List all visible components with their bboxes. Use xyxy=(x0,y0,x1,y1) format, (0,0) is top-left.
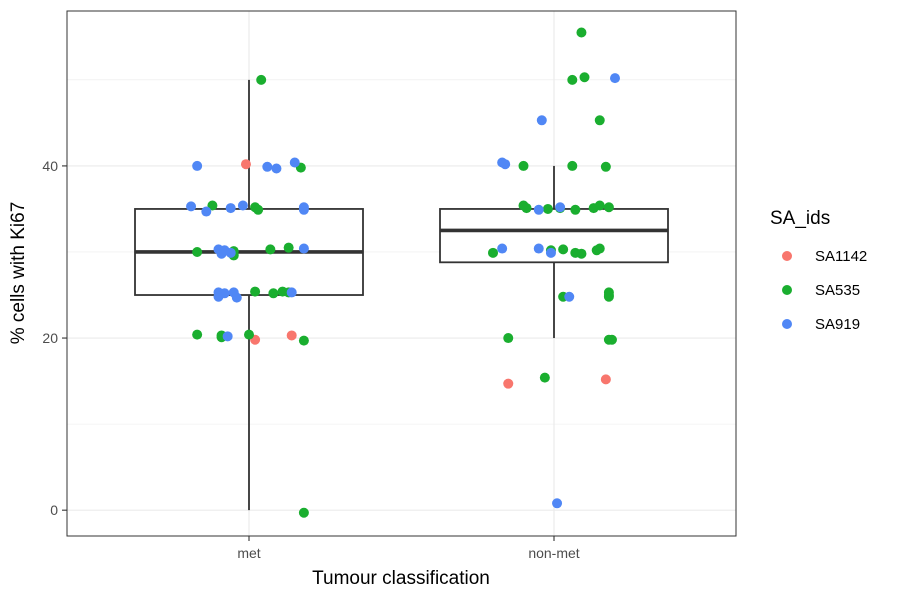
data-point-SA919 xyxy=(564,291,575,302)
data-point-SA535 xyxy=(192,246,203,257)
data-point-SA535 xyxy=(298,335,309,346)
x-tick-label: met xyxy=(237,545,260,561)
data-point-SA919 xyxy=(500,159,511,170)
data-point-SA919 xyxy=(497,243,508,254)
x-axis-title: Tumour classification xyxy=(312,568,490,589)
data-point-SA919 xyxy=(286,287,297,298)
data-point-SA919 xyxy=(536,115,547,126)
legend-item-SA919: SA919 xyxy=(782,316,860,333)
y-tick-label: 0 xyxy=(50,502,58,518)
legend-label: SA919 xyxy=(815,316,860,333)
data-point-SA919 xyxy=(201,206,212,217)
data-point-SA919 xyxy=(298,204,309,215)
data-point-SA535 xyxy=(244,329,254,340)
plot-panel-border xyxy=(66,10,737,537)
data-point-SA535 xyxy=(503,333,514,344)
legend-label: SA535 xyxy=(815,282,860,299)
boxplots xyxy=(134,79,669,511)
data-point-SA919 xyxy=(533,204,544,215)
data-point-SA919 xyxy=(552,498,563,509)
data-point-SA919 xyxy=(213,291,224,302)
data-point-SA919 xyxy=(262,161,273,172)
data-point-SA535 xyxy=(579,72,590,83)
box-iqr xyxy=(439,208,669,264)
jitter-points xyxy=(186,27,620,518)
y-axis-title: % cells with Ki67 xyxy=(8,202,29,345)
legend-title: SA_ids xyxy=(770,208,830,229)
data-point-SA535 xyxy=(265,244,276,255)
data-point-SA535 xyxy=(539,372,550,383)
data-point-SA919 xyxy=(533,243,544,254)
data-point-SA919 xyxy=(298,243,309,254)
x-tick-label: non-met xyxy=(528,545,579,561)
data-point-SA1142 xyxy=(503,378,514,389)
data-point-SA535 xyxy=(298,507,309,518)
data-point-SA919 xyxy=(225,247,236,258)
data-point-SA919 xyxy=(555,202,566,213)
data-point-SA535 xyxy=(283,242,294,253)
boxplot-non-met xyxy=(439,165,669,339)
legend-key-dot xyxy=(782,285,792,295)
data-point-SA919 xyxy=(545,247,556,258)
data-point-SA535 xyxy=(603,290,614,301)
data-point-SA535 xyxy=(576,27,587,38)
data-point-SA535 xyxy=(250,286,261,297)
legend-key-dot xyxy=(782,251,792,261)
data-point-SA919 xyxy=(237,200,248,211)
data-point-SA535 xyxy=(207,200,218,211)
data-point-SA535 xyxy=(567,74,578,85)
data-point-SA535 xyxy=(570,204,581,215)
data-point-SA535 xyxy=(256,74,267,85)
legend-key-dot xyxy=(782,319,792,329)
data-point-SA919 xyxy=(289,157,300,168)
legend-item-SA535: SA535 xyxy=(782,282,860,299)
data-point-SA919 xyxy=(271,163,282,174)
data-point-SA535 xyxy=(606,334,617,345)
data-point-SA535 xyxy=(192,329,203,340)
data-point-SA1142 xyxy=(286,330,297,341)
data-point-SA919 xyxy=(610,73,620,84)
data-point-SA535 xyxy=(603,202,614,213)
data-point-SA535 xyxy=(594,243,605,254)
legend-label: SA1142 xyxy=(815,248,867,265)
data-point-SA1142 xyxy=(600,374,611,385)
data-point-SA1142 xyxy=(240,159,251,170)
data-point-SA535 xyxy=(600,161,611,172)
data-point-SA535 xyxy=(521,203,532,214)
data-point-SA535 xyxy=(567,160,578,171)
data-point-SA535 xyxy=(268,288,279,299)
data-point-SA535 xyxy=(488,247,498,258)
data-point-SA535 xyxy=(558,244,569,255)
legend-item-SA1142: SA1142 xyxy=(782,248,867,265)
boxplot-met xyxy=(134,79,364,511)
data-point-SA535 xyxy=(253,204,264,215)
y-tick-label: 20 xyxy=(42,330,58,346)
legend: SA_ids SA1142 SA535 SA919 xyxy=(770,208,867,333)
data-point-SA535 xyxy=(594,200,605,211)
data-point-SA919 xyxy=(231,292,242,303)
data-point-SA919 xyxy=(225,203,236,214)
data-point-SA535 xyxy=(576,248,587,259)
data-point-SA919 xyxy=(222,331,233,342)
y-tick-label: 40 xyxy=(42,158,58,174)
data-point-SA535 xyxy=(594,115,605,126)
data-point-SA919 xyxy=(192,160,203,171)
data-point-SA535 xyxy=(542,203,553,214)
data-point-SA535 xyxy=(518,160,529,171)
data-point-SA919 xyxy=(186,201,197,212)
axes: 0 20 40 met non-met xyxy=(42,158,579,561)
